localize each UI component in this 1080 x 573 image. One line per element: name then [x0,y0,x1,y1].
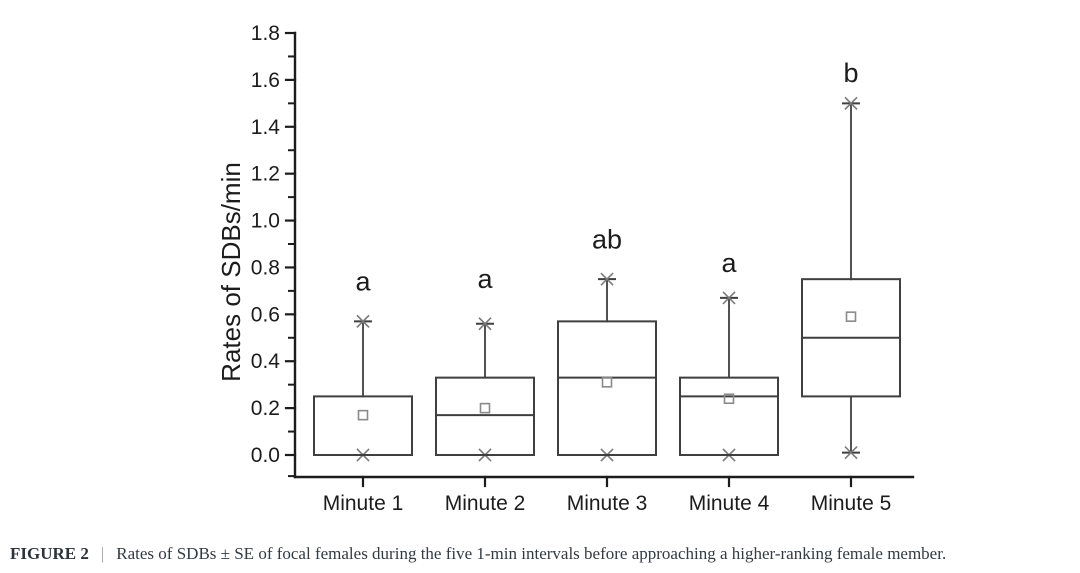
significance-letter: b [843,58,858,88]
x-tick-label: Minute 5 [811,492,892,515]
x-tick-label: Minute 3 [567,492,648,515]
box-2 [435,376,535,456]
box-4 [679,376,779,456]
x-tick-label: Minute 1 [323,492,404,515]
y-tick-label: 1.4 [251,116,281,139]
box-1 [313,395,413,457]
mean-marker [357,409,369,421]
y-tick-label: 1.0 [251,210,280,233]
figure-caption: FIGURE 2 | Rates of SDBs ± SE of focal fem… [10,543,1072,565]
significance-letter: ab [592,224,622,254]
y-tick-label: 0.6 [251,303,280,326]
figure-caption-text: Rates of SDBs ± SE of focal females duri… [116,544,947,563]
upper-extreme-x-marker [356,314,370,329]
box-3 [557,320,657,456]
mean-marker [723,393,735,405]
upper-extreme-x-marker [600,272,614,286]
upper-extreme-x-marker [844,96,858,110]
y-tick-label: 1.8 [251,22,280,45]
y-tick-label: 0.8 [251,256,280,279]
upper-extreme-x-marker [478,317,492,331]
y-tick-label: 0.2 [251,397,280,420]
y-tick-label: 1.6 [251,69,280,92]
significance-letter: a [477,264,493,294]
y-tick-label: 0.0 [251,444,280,467]
boxplot-chart: 0.0 0.2 0.4 0.6 0.8 1.0 1.2 1.4 1.6 1.8 Rates of S… [216,22,915,515]
x-tick-label: Minute 2 [445,492,526,515]
lower-extreme-x-marker [844,446,858,460]
significance-letter: a [721,248,737,278]
mean-marker [845,311,857,322]
figure-caption-label: FIGURE 2 [10,544,89,563]
y-tick-label: 1.2 [251,163,280,186]
y-axis-title: Rates of SDBs/min [216,162,246,382]
figure-caption-separator: | [100,544,105,563]
mean-marker [479,402,491,414]
mean-marker [601,377,613,388]
x-tick-label: Minute 4 [689,492,770,515]
y-tick-label: 0.4 [251,350,281,373]
boxplot-svg: 0.0 0.2 0.4 0.6 0.8 1.0 1.2 1.4 1.6 1.8 Rates of S… [216,22,915,515]
upper-extreme-x-marker [722,291,736,305]
significance-letter: a [355,267,371,297]
